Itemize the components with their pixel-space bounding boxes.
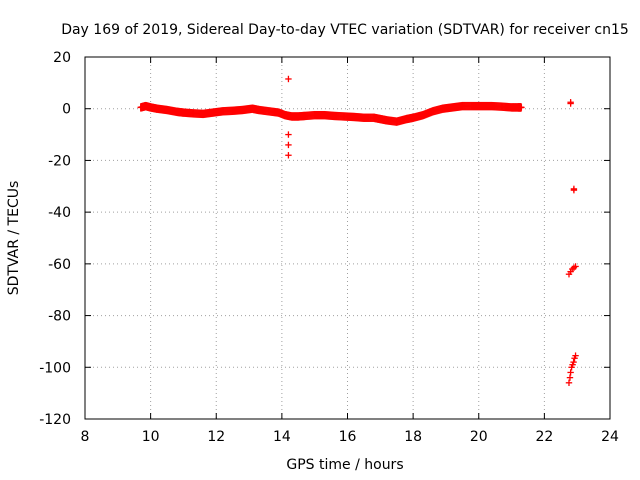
data-points bbox=[137, 75, 579, 386]
x-tick-label: 14 bbox=[273, 429, 291, 445]
data-point bbox=[566, 374, 574, 381]
x-tick-label: 24 bbox=[601, 429, 619, 445]
data-point bbox=[570, 185, 578, 193]
data-point bbox=[572, 352, 579, 359]
y-tick-label: -80 bbox=[48, 309, 71, 325]
data-point bbox=[567, 369, 574, 376]
x-tick-label: 10 bbox=[142, 429, 160, 445]
data-point bbox=[285, 131, 292, 138]
data-point bbox=[285, 152, 292, 159]
x-tick-label: 18 bbox=[404, 429, 422, 445]
y-tick-label: 20 bbox=[53, 50, 71, 66]
x-axis-label: GPS time / hours bbox=[286, 457, 403, 473]
chart-title: Day 169 of 2019, Sidereal Day-to-day VTE… bbox=[61, 22, 629, 38]
data-point bbox=[285, 75, 292, 83]
plot-frame bbox=[84, 56, 611, 420]
x-tick-label: 16 bbox=[339, 429, 357, 445]
data-point bbox=[572, 263, 579, 270]
y-tick-label: -120 bbox=[39, 412, 71, 428]
x-tick-label: 12 bbox=[207, 429, 225, 445]
y-axis-label: SDTVAR / TECUs bbox=[6, 181, 22, 296]
x-tick-labels: 8 10 12 14 16 18 20 22 24 bbox=[81, 429, 619, 445]
y-tick-label: -40 bbox=[48, 205, 71, 221]
y-tick-label: -100 bbox=[39, 360, 71, 376]
data-point bbox=[565, 379, 573, 386]
x-tick-label: 22 bbox=[535, 429, 553, 445]
data-point bbox=[570, 358, 577, 366]
y-tick-label: -60 bbox=[48, 257, 71, 273]
y-tick-label: -20 bbox=[48, 153, 71, 169]
data-point bbox=[285, 141, 292, 149]
data-point bbox=[567, 100, 574, 107]
data-point-dense bbox=[517, 103, 525, 112]
x-tick-label: 8 bbox=[81, 429, 90, 445]
x-tick-label: 20 bbox=[470, 429, 488, 445]
y-tick-labels: 20 0 -20 -40 -60 -80 -100 -120 bbox=[39, 50, 71, 428]
y-tick-label: 0 bbox=[62, 102, 71, 118]
